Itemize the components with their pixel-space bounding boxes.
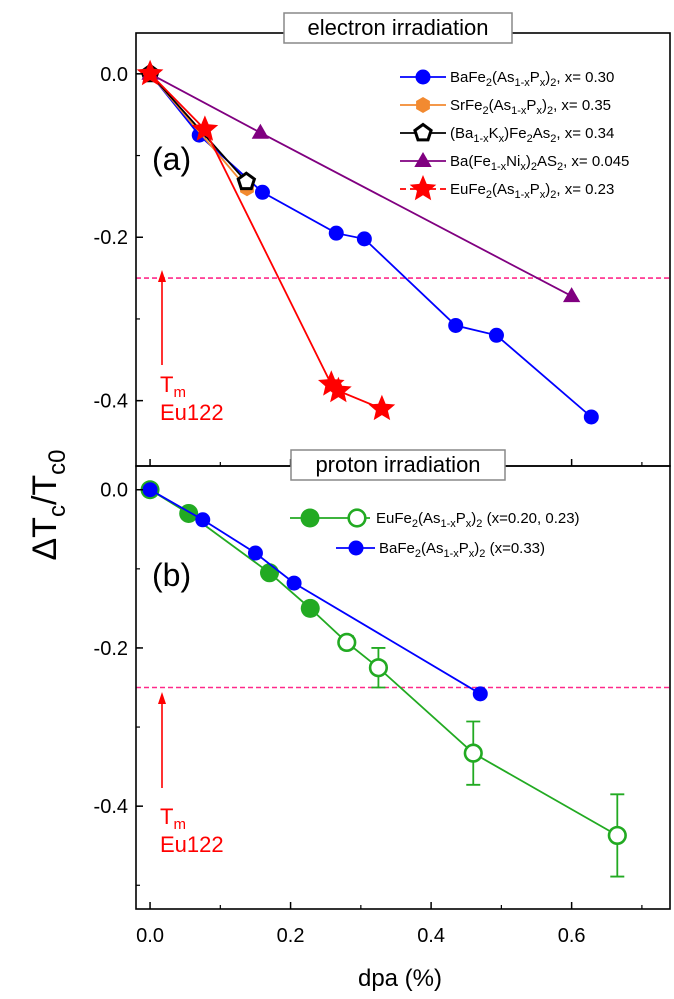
data-point-a-0-3	[328, 225, 344, 241]
data-point-a-0-5	[448, 317, 464, 333]
data-point-a-0-7	[583, 409, 599, 425]
y-tick-label: -0.4	[94, 391, 128, 413]
annotation-tm: Tm	[160, 372, 186, 401]
arrow-head	[158, 270, 166, 282]
panel-label-b: (b)	[152, 557, 191, 593]
data-point-a-2-1	[236, 171, 257, 191]
data-point-a-0-4	[356, 231, 372, 247]
legend-label-0: EuFe2(As1-xPx)2 (x=0.20, 0.23)	[376, 510, 580, 530]
annotation-eu122: Eu122	[160, 832, 224, 857]
y-axis-label: ΔTc/Tc0	[26, 449, 71, 560]
x-tick-label: 0.6	[558, 925, 586, 947]
annotation-tm: Tm	[160, 804, 186, 833]
series-line-a-4	[149, 73, 383, 410]
legend-marker-filled	[300, 508, 320, 528]
data-point-a-4-3	[325, 376, 352, 403]
legend-panel-b: EuFe2(As1-xPx)2 (x=0.20, 0.23) BaFe2(As1-…	[290, 508, 580, 560]
legend-label-0: BaFe2(As1-xPx)2, x= 0.30	[450, 69, 614, 89]
panel-title-box-b	[290, 449, 506, 481]
legend-label-4: EuFe2(As1-xPx)2, x= 0.23	[450, 181, 614, 201]
data-point-b-0-7	[607, 825, 627, 846]
data-point-b-0-3	[300, 598, 320, 618]
data-point-a-4-4	[368, 394, 396, 421]
data-point-b-1-4	[472, 686, 488, 702]
data-point-a-0-6	[488, 327, 504, 343]
legend-marker-1	[348, 540, 364, 556]
arrow-head	[158, 692, 166, 704]
y-tick-label: -0.2	[94, 227, 128, 249]
legend-marker-0	[415, 69, 431, 85]
y-tick-label: 0.0	[100, 480, 128, 502]
panel-label-a: (a)	[152, 141, 191, 177]
data-point-b-1-0	[142, 482, 158, 498]
x-tick-label: 0.4	[417, 925, 445, 947]
data-point-a-4-1	[191, 115, 219, 141]
legend-marker-3	[414, 152, 432, 167]
legend-marker-4	[409, 175, 437, 201]
legend-marker-2	[413, 122, 433, 142]
x-tick-label: 0.0	[136, 925, 164, 947]
data-point-a-3-1	[251, 123, 269, 139]
legend-label-2: (Ba1-xKx)Fe2As2, x= 0.34	[450, 125, 614, 145]
legend-panel-a: BaFe2(As1-xPx)2, x= 0.30 SrFe2(As1-xPx)2,…	[400, 69, 629, 201]
data-point-a-4-0	[136, 59, 164, 86]
data-point-a-0-2	[254, 184, 270, 200]
legend-marker-1	[416, 97, 430, 113]
data-point-a-3-2	[563, 287, 581, 303]
data-point-b-0-6	[463, 743, 483, 763]
panel-title-box-a	[283, 12, 513, 44]
annotation-eu122: Eu122	[160, 400, 224, 425]
data-point-b-0-5	[368, 658, 389, 678]
x-tick-label: 0.2	[277, 925, 305, 947]
y-tick-label: -0.4	[94, 796, 128, 818]
legend-label-1: SrFe2(As1-xPx)2, x= 0.35	[450, 97, 611, 117]
data-point-b-1-1	[195, 512, 211, 528]
x-axis-label: dpa (%)	[358, 965, 442, 992]
legend-label-3: Ba(Fe1-xNix)2AS2, x= 0.045	[450, 153, 629, 173]
data-point-b-1-2	[247, 545, 263, 561]
y-tick-label: -0.2	[94, 638, 128, 660]
y-tick-label: 0.0	[100, 64, 128, 86]
panel-title-b: proton irradiation	[315, 452, 480, 477]
data-point-b-0-2	[260, 563, 279, 583]
legend-label-1: BaFe2(As1-xPx)2 (x=0.33)	[379, 540, 545, 560]
panel-title-a: electron irradiation	[308, 15, 489, 40]
data-point-b-0-4	[337, 632, 357, 653]
data-point-b-1-3	[286, 575, 302, 591]
legend-marker-open	[347, 508, 367, 528]
